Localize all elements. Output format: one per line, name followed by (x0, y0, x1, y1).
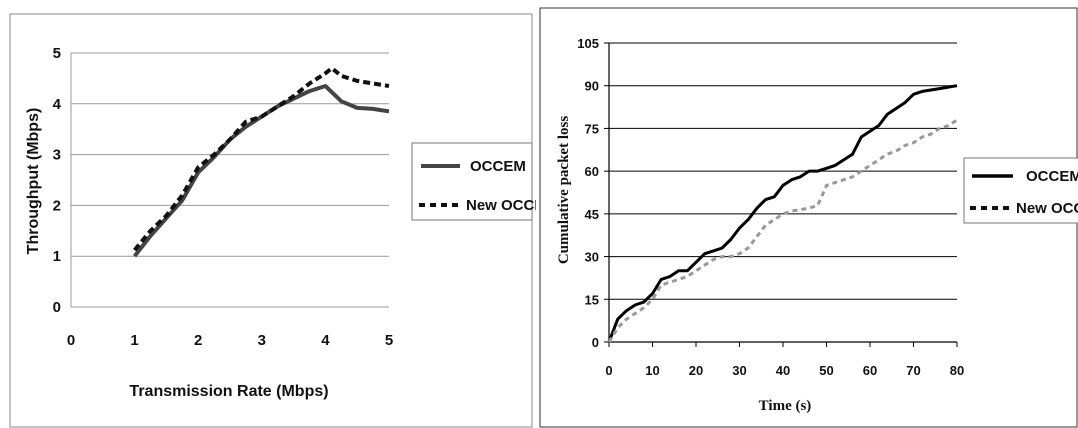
right-y-tick-label: 15 (585, 292, 599, 307)
series-line-new-occem (133, 66, 390, 252)
left-y-tick-label: 3 (53, 147, 61, 164)
packet-loss-legend-box (963, 157, 1078, 224)
throughput-y-axis-title: Throughput (Mbps) (25, 108, 42, 255)
legend-occem-label: OCCEM (470, 158, 526, 175)
right-x-tick-label: 70 (906, 363, 920, 378)
right-x-tick-label: 30 (732, 363, 746, 378)
throughput-x-axis-title: Transmission Rate (Mbps) (129, 383, 328, 400)
right-x-tick-label: 60 (863, 363, 877, 378)
left-x-tick-label: 0 (67, 332, 75, 349)
right-x-tick-label: 20 (689, 363, 703, 378)
series-line-occem (607, 84, 958, 343)
left-x-tick-label: 2 (194, 332, 202, 349)
right-x-tick-label: 40 (776, 363, 790, 378)
packet-loss-y-axis-title: Cumulative packet loss (556, 116, 572, 265)
right-y-tick-label: 30 (585, 250, 599, 265)
right-y-tick-label: 60 (585, 164, 599, 179)
packet-loss-chart-panel: 0 15 30 45 60 75 90 105 0 10 20 30 40 50 60 70 80 Time (… (539, 0, 1078, 428)
throughput-chart: 0 1 2 3 4 5 0 1 2 3 4 5 Transmission Rate (Mbps) Th… (9, 13, 536, 428)
packet-loss-chart: 0 15 30 45 60 75 90 105 0 10 20 30 40 50 60 70 80 Time (… (539, 7, 1078, 428)
right-y-tick-label: 45 (585, 207, 599, 222)
right-x-tick-label: 0 (605, 363, 612, 378)
left-y-tick-label: 4 (53, 96, 62, 113)
right-x-tick-label: 10 (645, 363, 659, 378)
left-x-tick-label: 3 (258, 332, 266, 349)
series-line-new-occem (607, 118, 958, 343)
left-y-tick-label: 1 (53, 248, 61, 265)
throughput-chart-panel: 0 1 2 3 4 5 0 1 2 3 4 5 Transmission Rate (Mbps) Th… (0, 0, 536, 428)
left-x-tick-label: 5 (385, 332, 393, 349)
right-y-tick-label: 75 (585, 121, 599, 136)
left-y-tick-label: 0 (53, 299, 61, 316)
packet-loss-x-axis-title: Time (s) (759, 398, 812, 414)
packet-loss-chart-frame (539, 7, 1078, 428)
throughput-legend-box (411, 142, 533, 221)
left-y-tick-label: 2 (53, 197, 61, 214)
right-x-tick-label: 80 (950, 363, 964, 378)
legend-new-occem-label: New OCCEM (1016, 200, 1078, 217)
left-x-tick-label: 1 (130, 332, 138, 349)
right-y-tick-label: 105 (577, 36, 599, 51)
legend-occem-label: OCCEM (1026, 168, 1078, 185)
legend-new-occem-label: New OCCEM (466, 197, 536, 214)
right-y-tick-label: 90 (585, 79, 599, 94)
right-x-tick-label: 50 (819, 363, 833, 378)
right-y-tick-label: 0 (592, 335, 599, 350)
left-y-tick-label: 5 (53, 45, 61, 62)
left-x-tick-label: 4 (321, 332, 330, 349)
